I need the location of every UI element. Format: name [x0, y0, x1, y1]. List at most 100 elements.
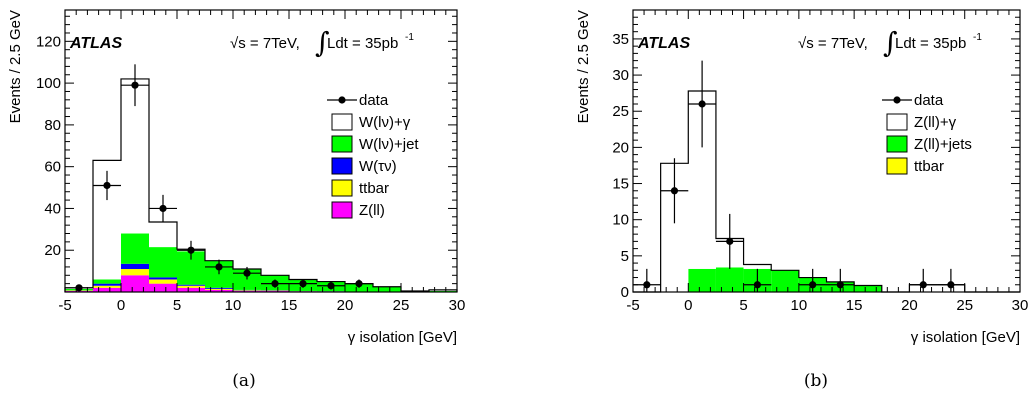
histogram-bar [177, 287, 205, 292]
energy-label: √s = 7TeV, [230, 35, 300, 52]
histogram-bar [715, 267, 744, 292]
data-point [187, 246, 195, 254]
histogram-bar [149, 277, 177, 280]
histogram-bar [93, 279, 121, 284]
x-tick-label: 0 [684, 297, 692, 314]
legend-item: W(τν) [331, 157, 397, 175]
y-tick-label: 40 [44, 200, 61, 217]
data-point [947, 281, 955, 289]
legend-swatch [886, 157, 908, 175]
x-tick-label: 15 [281, 297, 298, 314]
integral-sign: ∫ [883, 26, 898, 59]
legend-label: data [914, 92, 944, 109]
x-tick-label: 30 [1012, 297, 1029, 314]
y-axis-label: Events / 2.5 GeV [7, 10, 24, 123]
x-tick-label: 15 [846, 297, 863, 314]
lumi-label: Ldt = 35pb [895, 35, 966, 52]
histogram-bar [205, 288, 233, 290]
histogram-bar [149, 283, 177, 292]
y-tick-label: 35 [612, 31, 629, 48]
data-point [131, 81, 139, 89]
data-point [159, 204, 167, 213]
integral-sign: ∫ [315, 26, 330, 59]
histogram-bar [688, 268, 716, 292]
data-point [355, 280, 363, 288]
y-tick-label: 20 [44, 242, 61, 259]
data-series [633, 60, 965, 292]
histogram-bar [233, 290, 261, 291]
histogram-bar [854, 285, 882, 292]
legend-label: W(τν) [359, 158, 397, 175]
legend-swatch [331, 201, 353, 219]
data-point [726, 237, 734, 245]
x-axis: -5 0 5 10 15 20 25 30 γ isolation [GeV] [626, 10, 1028, 346]
y-tick-label: 80 [44, 117, 61, 134]
legend-label: W(lν)+jet [359, 136, 419, 153]
x-tick-label: -5 [58, 297, 71, 314]
histogram-bar [121, 275, 149, 292]
x-tick-label: -5 [626, 297, 639, 314]
legend: data Z(ll)+γ Z(ll)+jets ttbar [882, 92, 972, 175]
y-tick-label: 25 [612, 103, 629, 120]
legend-label: ttbar [914, 158, 944, 175]
x-tick-label: 20 [901, 297, 918, 314]
data-point [243, 269, 251, 277]
x-axis: -5 0 5 10 15 20 25 30 γ isolation [GeV] [58, 10, 465, 346]
legend-swatch [331, 113, 353, 131]
histogram-bar [771, 270, 799, 292]
experiment-label: ATLAS [69, 35, 122, 52]
plot-frame [632, 9, 1021, 293]
x-tick-label: 10 [225, 297, 242, 314]
data-point [809, 281, 817, 289]
y-tick-label: 10 [612, 212, 629, 229]
data-point [836, 281, 844, 289]
legend-item: ttbar [331, 179, 389, 197]
histogram-bar [93, 283, 121, 286]
y-tick-label: 120 [36, 33, 61, 50]
legend: data W(lν)+γ W(lν)+jet W(τν) ttbar Z(ll) [327, 92, 419, 219]
histogram-bar [93, 287, 121, 292]
energy-lumi-label: √s = 7TeV, ∫Ldt = 35pb -1 [230, 26, 414, 59]
histogram-bar [121, 263, 149, 270]
plot-frame [64, 9, 458, 293]
chart-panel-a: -5 0 5 10 15 20 25 30 γ isolation [GeV] 20 40 60 80 1… [7, 9, 465, 391]
legend-swatch [886, 113, 908, 131]
legend-swatch [331, 135, 353, 153]
legend-label: Z(ll)+γ [914, 114, 957, 131]
legend-label: data [359, 92, 389, 109]
data-point [215, 263, 223, 271]
legend-item: W(lν)+γ [331, 113, 411, 131]
histogram-bar [177, 284, 205, 286]
histogram-bar [205, 289, 233, 292]
data-point [271, 280, 279, 288]
y-tick-label: 30 [612, 67, 629, 84]
histogram-bar [743, 264, 772, 269]
energy-label: √s = 7TeV, [798, 35, 868, 52]
data-series [65, 64, 373, 292]
legend-label: Z(ll) [359, 202, 385, 219]
legend-label: W(lν)+γ [359, 114, 411, 131]
lumi-exponent: -1 [973, 32, 982, 43]
subfigure-caption: (b) [804, 371, 828, 391]
x-tick-label: 5 [739, 297, 747, 314]
energy-lumi-label: √s = 7TeV, ∫Ldt = 35pb -1 [798, 26, 982, 59]
legend-label: ttbar [359, 180, 389, 197]
stack-layer-z-ll-jets [688, 267, 882, 292]
histogram-bar [121, 233, 149, 264]
legend-marker [893, 96, 901, 104]
x-tick-label: 10 [791, 297, 808, 314]
legend-item: Z(ll) [331, 201, 385, 219]
chart-panel-b: -5 0 5 10 15 20 25 30 γ isolation [GeV]0 5 10 15 20 2… [575, 9, 1028, 391]
x-tick-label: 25 [393, 297, 410, 314]
legend-item: data [327, 92, 389, 109]
y-tick-label: 0 [621, 284, 629, 301]
legend-item: data [882, 92, 944, 109]
x-tick-label: 0 [117, 297, 125, 314]
x-tick-label: 25 [956, 297, 973, 314]
y-tick-label: 60 [44, 159, 61, 176]
data-point [299, 280, 307, 288]
legend-swatch [886, 135, 908, 153]
x-axis-label: γ isolation [GeV] [911, 329, 1020, 346]
legend-swatch [331, 157, 353, 175]
